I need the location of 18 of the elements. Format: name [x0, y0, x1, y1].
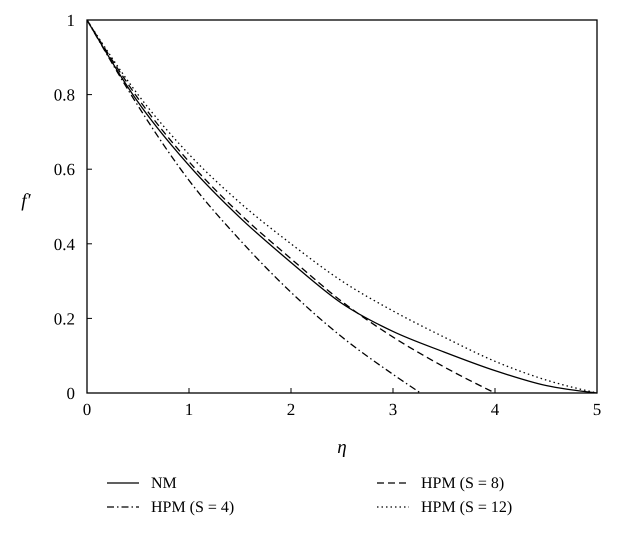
legend-label: NM	[151, 475, 177, 492]
x-tick-label: 3	[388, 400, 398, 419]
legend-label: HPM (S = 4)	[151, 499, 234, 516]
legend-label: HPM (S = 12)	[421, 499, 512, 516]
x-tick-label: 4	[490, 400, 500, 419]
y-tick-label: 0	[66, 384, 75, 403]
legend-label: HPM (S = 8)	[421, 475, 504, 492]
y-tick-label: 0.4	[54, 234, 76, 254]
x-tick-label: 2	[286, 400, 296, 419]
y-tick-label: 0.2	[54, 309, 75, 328]
y-tick-label: 0.6	[54, 160, 75, 180]
y-tick-label: 1	[66, 11, 75, 30]
x-axis-title: η	[337, 437, 347, 458]
x-tick-label: 1	[184, 400, 194, 419]
x-tick-label: 0	[82, 400, 92, 419]
x-tick-label: 5	[592, 400, 602, 419]
y-axis-title: f′	[21, 190, 32, 212]
y-tick-label: 0.8	[54, 86, 75, 105]
